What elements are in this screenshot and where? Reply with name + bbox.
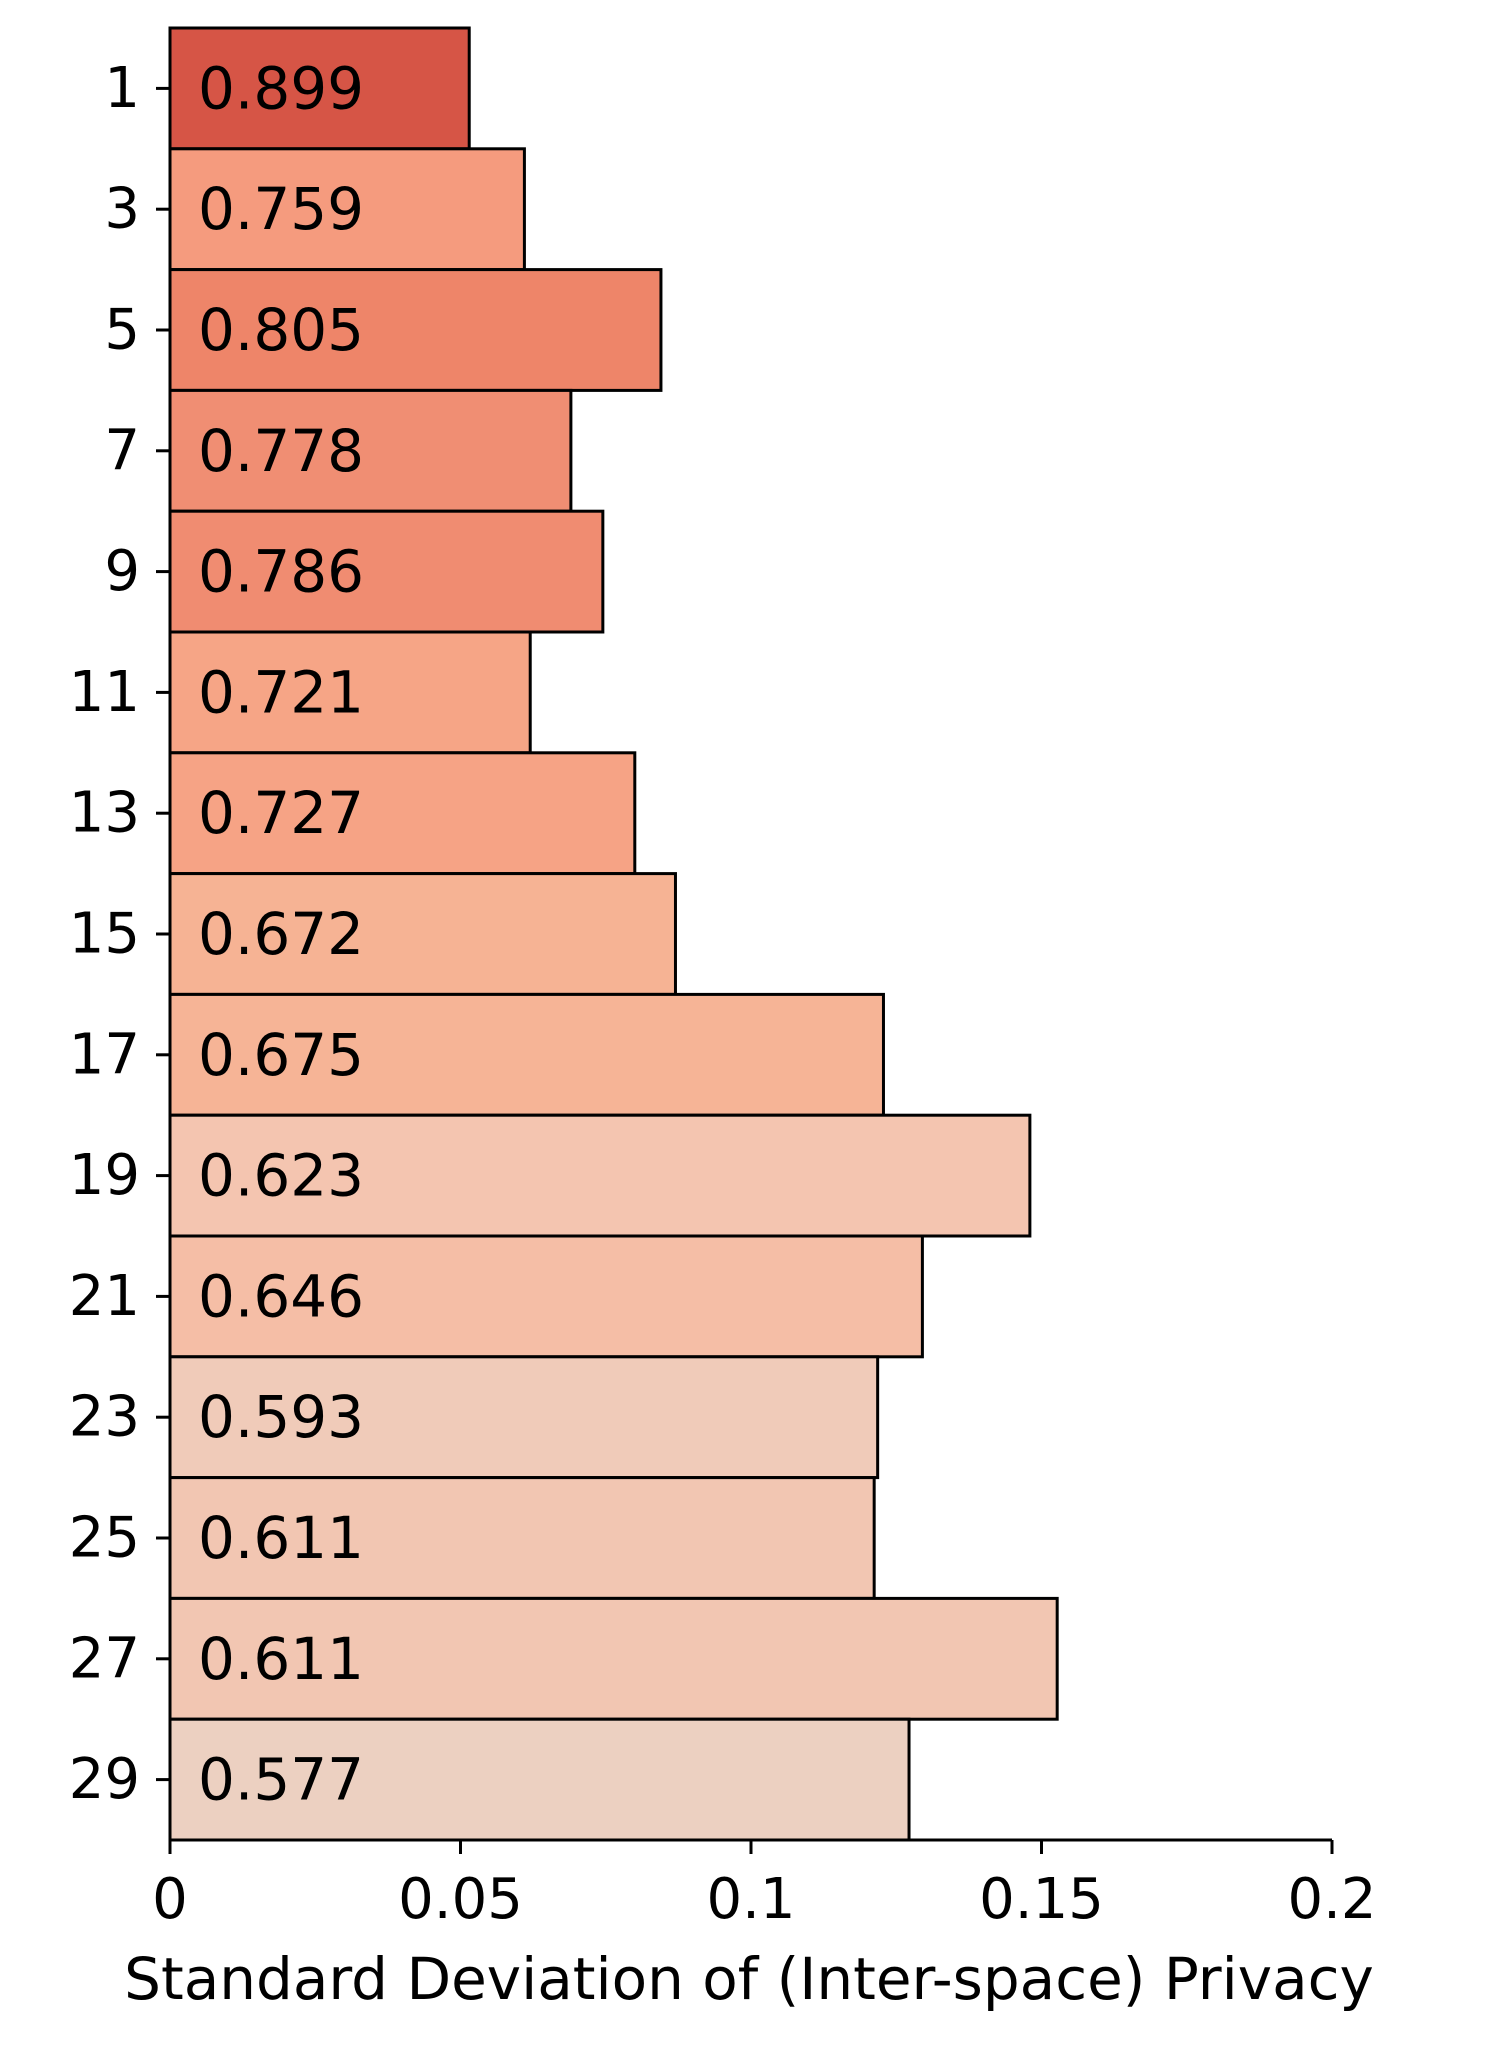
bar-1 bbox=[168, 26, 471, 151]
y-tick-label-29: 29 bbox=[69, 1747, 140, 1812]
y-tick-label-5: 5 bbox=[104, 298, 140, 363]
bar-value-label-11: 0.721 bbox=[198, 658, 364, 726]
bar-value-label-17: 0.675 bbox=[198, 1021, 364, 1089]
bar-value-label-3: 0.759 bbox=[198, 175, 364, 243]
y-tick-label-17: 17 bbox=[69, 1022, 140, 1087]
bar-value-label-27: 0.611 bbox=[198, 1625, 364, 1693]
y-tick-label-15: 15 bbox=[69, 902, 140, 967]
bar-5 bbox=[168, 268, 663, 392]
bar-value-label-7: 0.778 bbox=[198, 417, 364, 485]
x-tick-label-2: 0.1 bbox=[706, 1867, 795, 1932]
bar-value-label-25: 0.611 bbox=[198, 1504, 364, 1572]
bar-value-label-5: 0.805 bbox=[198, 296, 364, 364]
bar-3 bbox=[168, 147, 526, 272]
bar-value-label-19: 0.623 bbox=[198, 1142, 364, 1210]
x-axis: 0 0.05 0.1 0.15 0.2 bbox=[152, 1838, 1377, 1932]
y-tick-label-3: 3 bbox=[104, 177, 140, 242]
bar-27 bbox=[168, 1596, 1059, 1721]
y-tick-label-25: 25 bbox=[69, 1506, 140, 1571]
y-tick-label-21: 21 bbox=[69, 1264, 140, 1329]
y-tick-label-7: 7 bbox=[104, 418, 140, 483]
y-tick-label-23: 23 bbox=[69, 1385, 140, 1450]
y-tick-label-19: 19 bbox=[69, 1143, 140, 1208]
bar-value-label-13: 0.727 bbox=[198, 779, 364, 847]
bar-value-label-15: 0.672 bbox=[198, 900, 364, 968]
y-tick-label-9: 9 bbox=[104, 539, 140, 604]
bar-value-label-1: 0.899 bbox=[198, 54, 364, 122]
y-tick-label-13: 13 bbox=[69, 781, 140, 846]
bar-value-label-23: 0.593 bbox=[198, 1383, 364, 1451]
bars-group bbox=[168, 26, 1059, 1842]
bar-13 bbox=[168, 751, 637, 876]
bar-value-label-29: 0.577 bbox=[198, 1746, 364, 1814]
x-tick-label-1: 0.05 bbox=[398, 1867, 523, 1932]
bar-23 bbox=[168, 1355, 880, 1480]
bar-29 bbox=[168, 1717, 911, 1842]
bar-25 bbox=[168, 1476, 876, 1600]
y-tick-label-1: 1 bbox=[104, 56, 140, 121]
bar-value-label-21: 0.646 bbox=[198, 1262, 364, 1330]
x-axis-label: Standard Deviation of (Inter-space) Priv… bbox=[124, 1945, 1374, 2013]
y-tick-label-11: 11 bbox=[69, 660, 140, 725]
x-tick-label-0: 0 bbox=[152, 1867, 188, 1932]
x-tick-label-4: 0.2 bbox=[1287, 1867, 1376, 1932]
y-tick-label-27: 27 bbox=[69, 1626, 140, 1691]
bar-19 bbox=[168, 1113, 1032, 1238]
bar-value-label-9: 0.786 bbox=[198, 538, 364, 606]
x-tick-label-3: 0.15 bbox=[979, 1867, 1104, 1932]
bar-labels-group: 0.899 0.759 0.805 0.778 0.786 0.721 0.727 0.672… bbox=[198, 54, 364, 1813]
